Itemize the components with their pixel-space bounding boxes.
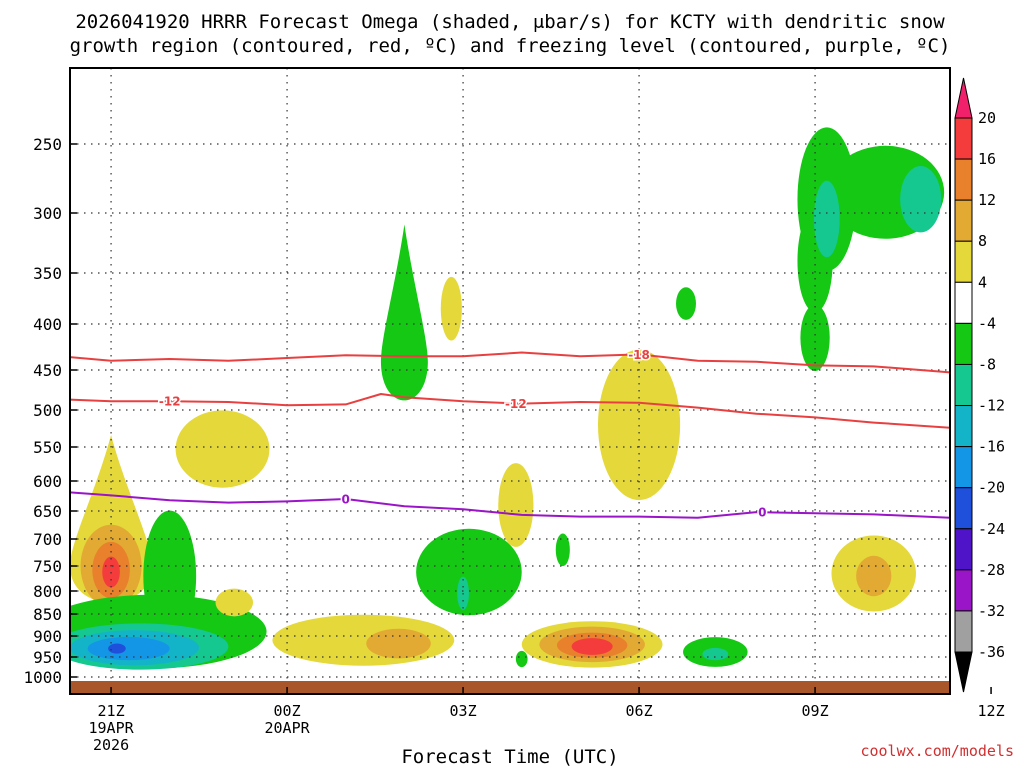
omega-region-pos4: [440, 276, 462, 341]
colorbar-swatch: [954, 363, 973, 407]
colorbar-label: -12: [978, 397, 1005, 415]
omega-region-pos8: [366, 628, 431, 659]
isotherm-label--18: -18: [628, 348, 650, 362]
plot-area: -18 -12 -12 0 0: [70, 68, 950, 694]
colorbar-label: -20: [978, 479, 1005, 497]
y-tick-label: 300: [33, 204, 62, 223]
x-tick-label: 2026: [93, 736, 129, 754]
omega-region-pos4: [598, 349, 681, 501]
isotherm-line--12: [70, 393, 950, 429]
y-tick-label: 350: [33, 264, 62, 283]
colorbar-label: 16: [978, 150, 996, 168]
credit-text: coolwx.com/models: [860, 742, 1014, 760]
y-tick-label: 250: [33, 135, 62, 154]
colorbar-label: 4: [978, 273, 987, 291]
colorbar-top-arrow: [954, 77, 973, 119]
colorbar-label: -36: [978, 643, 1005, 661]
colorbar-label: -32: [978, 602, 1005, 620]
omega-region-neg8: [813, 180, 840, 258]
omega-region-neg20: [108, 643, 126, 654]
y-tick-label: 500: [33, 401, 62, 420]
omega-region-pos4: [498, 463, 534, 547]
x-axis-label: Forecast Time (UTC): [401, 746, 618, 768]
y-tick-label: 1000: [23, 668, 62, 687]
chart-title-line2: growth region (contoured, red, ºC) and f…: [70, 35, 951, 57]
omega-region-neg4: [416, 528, 522, 616]
colorbar-swatch: [954, 158, 973, 201]
y-tick-label: 900: [33, 627, 62, 646]
isotherm-label--12: -12: [159, 395, 181, 409]
isotherm-label--12: -12: [505, 397, 527, 411]
plot-frame: [69, 67, 951, 695]
isotherm-line-0: [70, 491, 950, 519]
omega-region-neg4: [676, 287, 696, 320]
colorbar-swatch: [954, 528, 973, 571]
y-tick-label: 750: [33, 557, 62, 576]
colorbar-swatch: [954, 281, 973, 324]
x-tick-label: 20APR: [264, 719, 310, 737]
colorbar-label: 12: [978, 191, 996, 209]
colorbar-swatch: [954, 569, 973, 612]
omega-region-neg8: [900, 166, 942, 233]
colorbar-label: -16: [978, 438, 1005, 456]
colorbar-label: 20: [978, 109, 996, 127]
omega-shading: [70, 127, 945, 670]
colorbar-swatch: [954, 240, 973, 283]
isotherm-label-0: 0: [758, 506, 766, 520]
chart-title-line1: 2026041920 HRRR Forecast Omega (shaded, …: [75, 11, 945, 33]
isotherm-label-0: 0: [342, 493, 350, 507]
colorbar-swatch: [954, 322, 973, 365]
omega-region-neg8: [702, 647, 729, 661]
omega-region-pos4: [215, 588, 254, 617]
terrain-surface: [70, 681, 950, 694]
y-tick-label: 650: [33, 502, 62, 521]
colorbar-swatch: [954, 199, 973, 242]
omega-region-neg4: [380, 224, 428, 401]
x-tick-label: 03Z: [450, 702, 477, 720]
colorbar-label: -4: [978, 314, 996, 332]
colorbar-label: -28: [978, 561, 1005, 579]
x-tick-label: 12Z: [978, 702, 1005, 720]
omega-region-pos4: [175, 410, 270, 488]
x-tick-label: 00Z: [274, 702, 301, 720]
terrain-layer: [70, 681, 950, 694]
y-tick-label: 800: [33, 582, 62, 601]
colorbar-swatch: [954, 117, 973, 160]
y-tick-label: 600: [33, 472, 62, 491]
colorbar-label: -24: [978, 520, 1005, 538]
y-tick-label: 400: [33, 315, 62, 334]
colorbar-label: -8: [978, 355, 996, 373]
omega-region-pos16: [571, 638, 613, 655]
y-tick-label: 550: [33, 438, 62, 457]
omega-region-neg16: [87, 636, 170, 661]
isotherm-line--18: [70, 351, 950, 374]
colorbar-swatch: [954, 446, 973, 489]
y-tick-label: 950: [33, 648, 62, 667]
omega-region-neg4: [515, 650, 528, 668]
y-tick-label: 450: [33, 361, 62, 380]
y-axis-ticks: 250 300 350 400 450 500 550 600 650 700 750 800 850 9…: [23, 135, 77, 687]
colorbar: 20 16 12 8 4 -4 -8 -12 -16 -20 -24 -28 -32 -36: [954, 77, 1005, 693]
omega-region-neg4: [800, 304, 830, 371]
colorbar-swatch: [954, 487, 973, 530]
colorbar-swatch: [954, 405, 973, 448]
isotherm-contours: -18 -12 -12 0 0: [70, 346, 950, 521]
omega-region-pos8: [856, 555, 892, 597]
x-tick-label: 19APR: [88, 719, 134, 737]
omega-region-neg4: [143, 510, 197, 642]
omega-region-neg4: [555, 533, 570, 567]
x-tick-label: 06Z: [626, 702, 653, 720]
colorbar-bottom-arrow: [954, 651, 973, 693]
x-tick-label: 21Z: [98, 702, 125, 720]
x-tick-label: 09Z: [802, 702, 829, 720]
y-tick-label: 850: [33, 605, 62, 624]
y-tick-label: 700: [33, 530, 62, 549]
colorbar-swatch: [954, 610, 973, 653]
colorbar-label: 8: [978, 232, 987, 250]
